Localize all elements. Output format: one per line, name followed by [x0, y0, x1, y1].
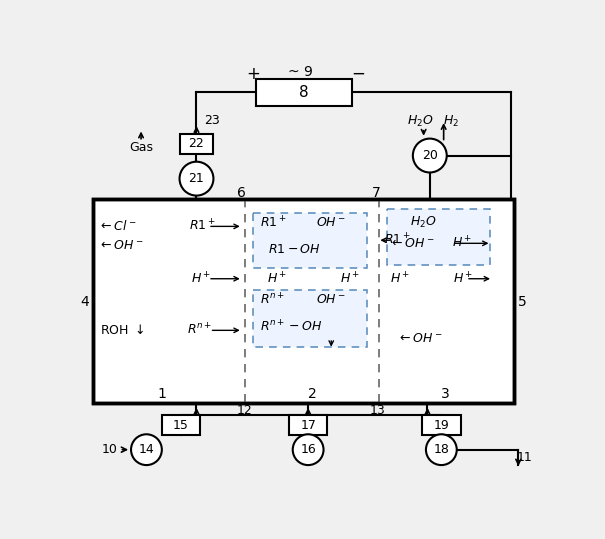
- Text: 1: 1: [157, 387, 166, 401]
- Circle shape: [180, 162, 214, 196]
- Text: $R1^+$: $R1^+$: [384, 233, 410, 248]
- Text: 16: 16: [300, 443, 316, 456]
- Bar: [256, 79, 352, 106]
- Text: $H^+$: $H^+$: [267, 271, 287, 286]
- Text: 13: 13: [370, 404, 385, 417]
- Text: 23: 23: [204, 114, 220, 127]
- Text: $H^+$: $H^+$: [452, 236, 473, 251]
- Circle shape: [293, 434, 324, 465]
- Text: 12: 12: [237, 404, 253, 417]
- Bar: [180, 134, 214, 154]
- Bar: [387, 210, 490, 265]
- Text: 15: 15: [173, 419, 189, 432]
- Text: 11: 11: [517, 451, 532, 464]
- Text: 6: 6: [237, 186, 246, 201]
- Text: 8: 8: [299, 85, 309, 100]
- Text: $H^+$: $H^+$: [191, 271, 211, 286]
- Text: 18: 18: [433, 443, 450, 456]
- Bar: [422, 415, 460, 435]
- Text: $\leftarrow Cl^-$: $\leftarrow Cl^-$: [98, 219, 137, 233]
- Text: 3: 3: [441, 387, 450, 401]
- Text: ROH $\downarrow$: ROH $\downarrow$: [100, 323, 145, 337]
- Text: $H^+$: $H^+$: [341, 271, 361, 286]
- Circle shape: [426, 434, 457, 465]
- Text: $R1^+$: $R1^+$: [189, 219, 215, 234]
- Text: $H_2O$: $H_2O$: [407, 114, 434, 129]
- Text: $H_2$: $H_2$: [443, 114, 459, 129]
- Text: $R^{n+}$: $R^{n+}$: [260, 292, 286, 307]
- Bar: [93, 199, 514, 404]
- Bar: [253, 289, 367, 347]
- Text: $\leftarrow OH^-$: $\leftarrow OH^-$: [98, 239, 143, 252]
- Text: $OH^-$: $OH^-$: [316, 293, 346, 306]
- Text: 22: 22: [189, 137, 204, 150]
- Text: $R^{n+}-OH$: $R^{n+}-OH$: [260, 319, 323, 334]
- Bar: [93, 199, 514, 404]
- Text: 17: 17: [300, 419, 316, 432]
- Text: 14: 14: [139, 443, 154, 456]
- Bar: [253, 212, 367, 268]
- Text: $OH^-$: $OH^-$: [316, 216, 346, 229]
- Bar: [162, 415, 200, 435]
- Text: 2: 2: [307, 387, 316, 401]
- Text: 5: 5: [518, 295, 526, 309]
- Text: $H^+$: $H^+$: [390, 271, 411, 286]
- Circle shape: [131, 434, 162, 465]
- Text: 19: 19: [433, 419, 450, 432]
- Circle shape: [413, 139, 446, 172]
- Text: $H^+$: $H^+$: [453, 271, 473, 286]
- Text: ~ 9: ~ 9: [287, 65, 313, 79]
- Text: $R^{n+}$: $R^{n+}$: [188, 323, 212, 338]
- Text: 21: 21: [189, 172, 204, 185]
- Text: 20: 20: [422, 149, 438, 162]
- Text: $R1^+$: $R1^+$: [260, 215, 287, 230]
- Text: −: −: [352, 65, 365, 83]
- Text: Gas: Gas: [129, 141, 153, 154]
- Text: $H_2O$: $H_2O$: [410, 215, 436, 230]
- Text: $\leftarrow OH^-$: $\leftarrow OH^-$: [389, 237, 434, 250]
- Text: $R1-OH$: $R1-OH$: [268, 243, 321, 256]
- Text: 7: 7: [371, 186, 381, 201]
- Bar: [289, 415, 327, 435]
- Text: 4: 4: [80, 295, 89, 309]
- Text: 10: 10: [102, 443, 117, 456]
- Text: +: +: [246, 65, 260, 83]
- Text: $\leftarrow OH^-$: $\leftarrow OH^-$: [397, 331, 442, 344]
